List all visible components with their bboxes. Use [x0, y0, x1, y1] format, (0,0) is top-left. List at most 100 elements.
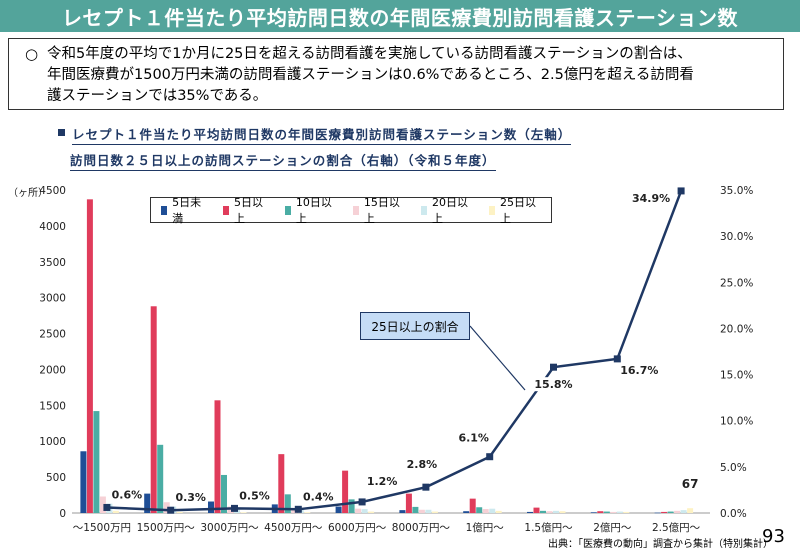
bar — [144, 493, 151, 513]
legend-item: 15日以上 — [352, 194, 405, 226]
bar — [610, 511, 617, 513]
line-point — [550, 363, 557, 371]
page-number: 93 — [762, 526, 785, 547]
chart-legend: 5日未満 5日以上 10日以上 15日以上 20日以上 25日以上 — [150, 194, 552, 226]
y-tick-label: 1000 — [39, 436, 66, 448]
y2-tick-label: 20.0% — [720, 323, 753, 335]
bar — [623, 511, 630, 513]
bar — [240, 512, 247, 513]
bar — [342, 470, 349, 513]
bar — [80, 451, 87, 513]
legend-swatch — [284, 205, 291, 215]
legend-label: 15日以上 — [363, 196, 400, 225]
legend-item: 10日以上 — [284, 194, 337, 226]
bar — [361, 509, 368, 513]
line-label-bg — [630, 190, 672, 205]
bar — [603, 511, 610, 513]
bar — [355, 508, 362, 513]
line-point — [486, 453, 494, 461]
y-tick-label: 4500 — [39, 185, 66, 197]
bar — [214, 400, 221, 513]
y2-tick-label: 5.0% — [720, 462, 747, 474]
legend-swatch — [161, 205, 168, 215]
bar — [399, 510, 406, 513]
legend-label: 25日以上 — [500, 196, 537, 225]
bar — [533, 507, 540, 513]
bar — [157, 444, 164, 513]
bar — [348, 499, 355, 513]
line-label: 2.8% — [407, 458, 438, 471]
line-point — [167, 506, 175, 514]
line-label: 34.9% — [632, 192, 670, 205]
line-series-callout: 25日以上の割合 — [360, 312, 470, 340]
line-label-bg — [237, 488, 272, 503]
bar — [176, 511, 183, 513]
bar — [412, 506, 419, 513]
line-label-bg — [456, 430, 491, 445]
bar — [431, 511, 438, 513]
y-tick-label: 500 — [46, 472, 66, 484]
bar-annotation: 67 — [682, 477, 699, 491]
y2-tick-label: 0.0% — [720, 508, 747, 520]
bar — [590, 512, 597, 513]
y2-tick-label: 10.0% — [720, 416, 753, 428]
y-tick-label: 1500 — [39, 400, 66, 412]
bar — [221, 474, 227, 513]
line-label: 0.5% — [239, 489, 270, 502]
y-tick-label: 3000 — [39, 293, 66, 305]
legend-swatch — [420, 205, 427, 215]
bar — [99, 496, 106, 513]
summary-bullet: ○ — [25, 45, 39, 63]
bar — [425, 509, 432, 513]
bar — [335, 506, 342, 513]
bar — [687, 508, 694, 513]
chart-subheading-1: レセプト１件当たり平均訪問日数の年間医療費別訪問看護ステーション数（左軸） — [72, 124, 572, 145]
bar — [559, 511, 566, 513]
line-label: 0.3% — [175, 491, 206, 504]
y2-tick-label: 30.0% — [720, 231, 753, 243]
x-tick-label: 4500万円～ — [264, 522, 323, 534]
bar — [291, 508, 298, 513]
x-tick-label: 8000万円～ — [392, 522, 451, 534]
bar — [553, 510, 559, 513]
bar — [150, 306, 157, 513]
bar — [304, 512, 311, 513]
subheading-marker — [58, 129, 65, 136]
legend-label: 20日以上 — [431, 196, 468, 225]
summary-text: 令和5年度の平均で1か月に25日を超える訪問看護を実施している訪問看護ステーショ… — [47, 46, 694, 104]
bar — [661, 511, 668, 513]
bar — [546, 511, 553, 513]
line-label-bg — [365, 473, 400, 488]
page-title: レセプト１件当たり平均訪問日数の年間医療費別訪問看護ステーション数 — [0, 0, 800, 32]
line-label-bg — [173, 490, 208, 505]
left-axis-unit: （ヶ所） — [8, 187, 48, 199]
line-point — [231, 504, 238, 512]
bar — [86, 199, 93, 513]
legend-item: 5日以上 — [222, 194, 269, 226]
bar — [278, 454, 285, 513]
x-tick-label: 2.5億円～ — [652, 521, 701, 534]
x-tick-label: 6000万円～ — [328, 522, 387, 534]
x-tick-label: ～1500万円 — [73, 522, 131, 534]
bar — [674, 510, 681, 513]
x-tick-label: 1億円～ — [466, 521, 505, 534]
line-point — [422, 483, 430, 491]
y2-tick-label: 25.0% — [720, 277, 753, 289]
bar — [163, 502, 170, 513]
x-tick-label: 1500万円～ — [137, 522, 196, 534]
line-point — [103, 503, 111, 511]
bar — [616, 511, 623, 513]
y2-tick-label: 15.0% — [720, 370, 753, 382]
bar — [112, 510, 119, 513]
legend-swatch — [488, 205, 496, 215]
y2-tick-label: 35.0% — [720, 185, 753, 197]
bar — [482, 509, 489, 513]
legend-label: 5日以上 — [233, 196, 263, 225]
bar — [489, 508, 496, 513]
line-label: 1.2% — [367, 475, 398, 488]
x-tick-label: 1.5億円～ — [524, 521, 573, 534]
line-label: 6.1% — [458, 432, 489, 445]
bar — [418, 509, 425, 513]
chart-subheading-2: 訪問日数２５日以上の訪問ステーションの割合（右軸）（令和５年度） — [70, 150, 496, 171]
